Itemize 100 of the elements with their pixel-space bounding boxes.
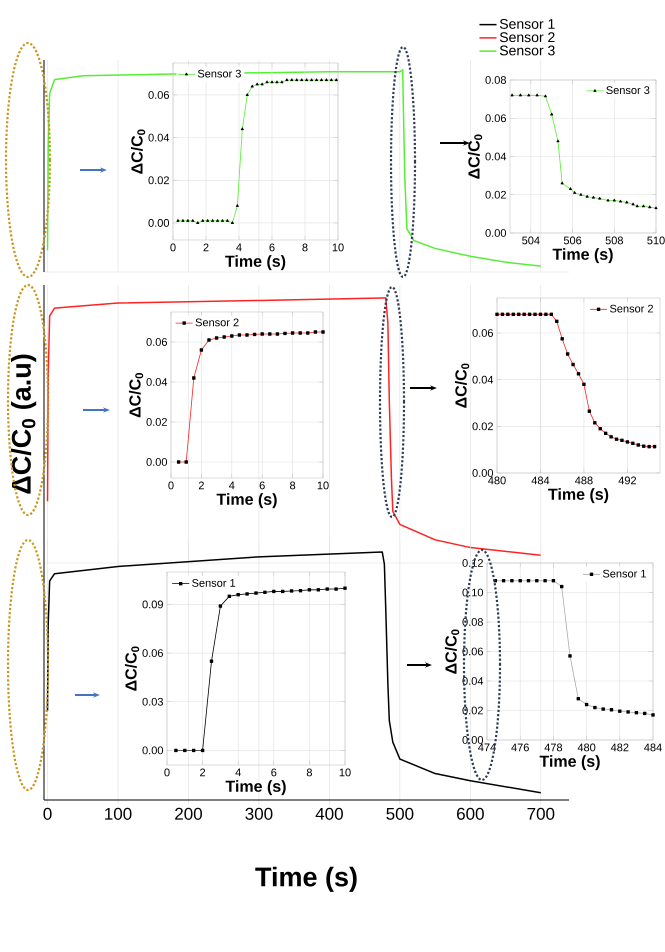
x-axis-title: Time (s) — [225, 255, 286, 270]
y-tick-label: 0.02 — [485, 190, 506, 199]
x-tick-label: 484 — [532, 476, 550, 484]
y-tick-label: 0.09 — [142, 600, 163, 608]
point — [290, 589, 294, 593]
point — [200, 748, 204, 752]
y-tick-label: 0.02 — [462, 706, 483, 714]
y-tick-label: 0.06 — [462, 648, 483, 656]
point — [298, 588, 302, 592]
y-tick-label: 0.06 — [146, 338, 167, 346]
x-tick-label: 492 — [618, 476, 636, 484]
y-axis-title: ΔC/C$_{0}$ — [454, 364, 470, 408]
y-tick-label: 0.12 — [462, 559, 483, 567]
x-tick-label: 510 — [647, 236, 665, 244]
y-tick-label: 0.03 — [142, 698, 163, 706]
y-axis-title: ΔC/C$_{0}$ — [128, 373, 144, 418]
point — [326, 587, 329, 591]
y-tick-label: 0.04 — [462, 677, 484, 685]
y-axis-title: ΔC/C$_{0}$ — [124, 646, 140, 691]
x-tick-label: 4 — [236, 244, 242, 252]
x-tick-label: 6 — [260, 482, 265, 490]
legend-label: Sensor 2 — [610, 304, 653, 312]
x-tick-label: 600 — [457, 808, 484, 820]
x-tick-label: 2 — [198, 482, 204, 490]
x-tick-label: 0 — [168, 482, 174, 490]
x-tick-label: 400 — [316, 808, 343, 820]
x-tick-label: 700 — [528, 808, 554, 820]
x-tick-label: 480 — [488, 476, 506, 484]
legend-label: Sensor 3 — [606, 86, 650, 94]
x-tick-label: 200 — [175, 808, 202, 820]
legend-label: Sensor 1 — [602, 570, 646, 578]
x-tick-label: 478 — [544, 744, 562, 752]
y-tick-label: 0.10 — [462, 588, 484, 596]
x-tick-label: 0 — [164, 768, 170, 776]
point — [183, 748, 186, 752]
text: Sensor 1 — [500, 18, 555, 29]
y-axis-title: ΔC/C$_{0}$ (a.u) — [11, 354, 36, 494]
x-tick-label: 488 — [575, 476, 593, 484]
y-tick-label: 0.06 — [485, 114, 506, 122]
point — [254, 591, 258, 595]
x-tick-label: 480 — [578, 744, 596, 752]
x-tick-label: 10 — [318, 482, 329, 490]
x-tick-label: 100 — [105, 808, 132, 820]
y-axis-title: ΔC/C$_{0}$ — [444, 630, 460, 674]
point — [316, 588, 320, 592]
x-axis-title: Time (s) — [552, 248, 613, 264]
point — [245, 592, 249, 596]
x-tick-label: 508 — [606, 236, 623, 244]
point — [210, 659, 214, 663]
point — [334, 587, 338, 591]
x-tick-label: 2 — [200, 768, 206, 776]
x-axis-title: Time (s) — [226, 780, 286, 796]
x-tick-label: 4 — [235, 768, 241, 776]
y-tick-label: 0.00 — [462, 736, 484, 744]
x-tick-label: 504 — [522, 236, 540, 244]
point — [281, 590, 284, 594]
x-tick-label: 8 — [290, 482, 296, 490]
y-tick-label: 0.02 — [472, 422, 493, 430]
x-tick-label: 10 — [332, 244, 344, 252]
y-tick-label: 0.08 — [485, 76, 506, 84]
x-tick-label: 4 — [228, 482, 235, 490]
x-tick-label: 0 — [43, 808, 52, 820]
point — [228, 594, 231, 598]
x-axis-title: Time (s) — [540, 755, 600, 770]
x-axis-title: Time (s) — [548, 488, 608, 504]
x-tick-label: 2 — [203, 244, 209, 252]
x-axis-title: Time (s) — [255, 866, 357, 892]
point — [174, 748, 178, 752]
y-tick-label: 0.00 — [485, 229, 506, 237]
x-tick-label: 506 — [564, 236, 582, 244]
point — [263, 590, 267, 594]
x-tick-label: 484 — [644, 744, 662, 752]
x-tick-label: 0 — [170, 244, 176, 252]
x-tick-label: 10 — [340, 768, 351, 776]
y-tick-label: 0.06 — [148, 91, 169, 99]
y-tick-label: 0.00 — [142, 746, 164, 754]
y-tick-label: 0.04 — [148, 134, 170, 142]
x-tick-label: 6 — [271, 768, 276, 776]
x-tick-label: 476 — [511, 744, 529, 752]
point — [236, 593, 240, 596]
x-tick-label: 8 — [306, 768, 312, 776]
legend-label: Sensor 3 — [500, 46, 555, 56]
y-tick-label: 0.02 — [146, 418, 167, 426]
x-axis-title: Time (s) — [216, 493, 277, 508]
x-tick-label: 6 — [270, 244, 275, 252]
x-tick-label: 500 — [386, 808, 414, 820]
y-tick-label: 0.08 — [462, 618, 483, 626]
y-tick-label: 0.04 — [472, 376, 494, 384]
y-axis-title: ΔC/C$_{0}$ — [468, 134, 482, 179]
point — [308, 588, 312, 592]
y-axis-title: ΔC/C$_{0}$ — [130, 130, 146, 174]
y-tick-label: 0.00 — [472, 469, 494, 477]
y-tick-label: 0.02 — [148, 176, 169, 184]
point — [192, 748, 196, 752]
x-tick-label: 300 — [245, 808, 272, 820]
y-tick-label: 0.00 — [146, 458, 168, 466]
x-tick-label: 8 — [302, 244, 308, 252]
legend-label: Sensor 3 — [198, 70, 241, 78]
point — [343, 586, 347, 590]
text: Sensor 2 — [500, 32, 555, 42]
